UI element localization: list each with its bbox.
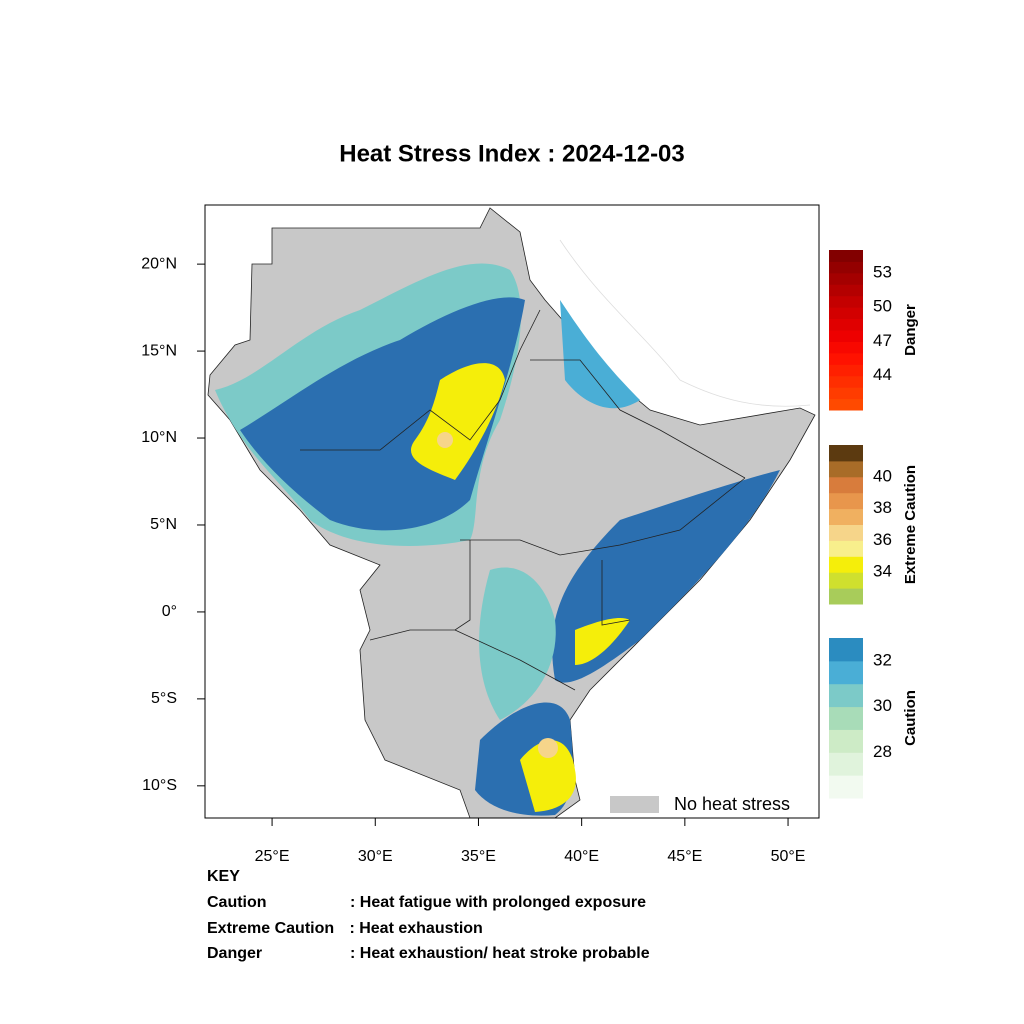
extreme-caution-area (520, 740, 576, 812)
color-band (829, 364, 863, 377)
y-tick-label: 15°N (141, 342, 177, 359)
caution-area (560, 300, 640, 409)
color-band (829, 295, 863, 308)
colorbar-tick-label: 30 (873, 696, 892, 715)
x-tick-label: 45°E (667, 848, 702, 865)
color-band (829, 261, 863, 274)
border (454, 629, 576, 691)
map-frame (204, 204, 820, 819)
border (300, 309, 541, 451)
color-band (829, 638, 863, 662)
map: No heat stress (204, 204, 820, 819)
color-band (829, 250, 863, 262)
title: Heat Stress Index : 2024-12-03 (339, 140, 685, 167)
key-label: Extreme Caution (207, 920, 334, 937)
colorbar-name: Danger (902, 304, 919, 356)
color-band (829, 398, 863, 411)
extreme-caution-area (437, 432, 453, 448)
color-band (829, 445, 863, 462)
no-stress-label: No heat stress (674, 794, 790, 814)
color-band (829, 492, 863, 510)
color-band (829, 660, 863, 685)
color-band (829, 476, 863, 494)
y-tick-label: 10°S (142, 777, 177, 794)
color-band (829, 508, 863, 525)
border (460, 477, 746, 556)
color-band (829, 387, 863, 400)
colorbar-tick-label: 44 (873, 365, 892, 384)
key-text: : Heat exhaustion/ heat stroke probable (350, 945, 650, 962)
color-band (829, 352, 863, 365)
caution-area (479, 567, 556, 720)
colorbar-tick-label: 36 (873, 530, 892, 549)
key-text: : Heat exhaustion (345, 920, 483, 937)
key-label: Caution (207, 894, 267, 911)
color-band (829, 524, 863, 541)
colorbar-tick-label: 34 (873, 562, 892, 581)
key-text: : Heat fatigue with prolonged exposure (350, 894, 646, 911)
color-band (829, 272, 863, 285)
y-tick-label: 20°N (141, 255, 177, 272)
colorbar-tick-label: 40 (873, 466, 892, 485)
color-band (829, 540, 863, 557)
color-band (829, 729, 863, 753)
border (369, 540, 471, 641)
color-band (829, 318, 863, 331)
no-stress-swatch (610, 796, 659, 813)
outside-coast (559, 239, 811, 407)
y-tick-label: 10°N (141, 429, 177, 446)
x-tick-label: 30°E (358, 848, 393, 865)
colorbar-tick-label: 32 (873, 650, 892, 669)
border (601, 560, 631, 626)
y-tick-label: 5°S (151, 690, 177, 707)
x-tick-label: 35°E (461, 848, 496, 865)
key-title: KEY (207, 868, 240, 885)
colorbar-tick-label: 47 (873, 331, 892, 350)
key: KEY Caution : Heat fatigue with prolonge… (207, 868, 650, 962)
y-tick-label: 0° (162, 603, 177, 620)
colorbar-name: Caution (902, 690, 919, 746)
extreme-caution-area (538, 738, 558, 758)
color-band (829, 683, 863, 708)
color-band (829, 284, 863, 297)
colorbar-tick-label: 50 (873, 297, 892, 316)
x-tick-label: 40°E (564, 848, 599, 865)
x-tick-label: 50°E (771, 848, 806, 865)
x-tick-label: 25°E (255, 848, 290, 865)
colorbar-tick-label: 28 (873, 742, 892, 761)
colorbar-name: Extreme Caution (902, 465, 919, 584)
colorbar-tick-label: 38 (873, 498, 892, 517)
key-label: Danger (207, 945, 262, 962)
color-band (829, 706, 863, 730)
colorbar-tick-label: 53 (873, 262, 892, 281)
color-band (829, 307, 863, 320)
border (530, 359, 746, 479)
color-band (829, 775, 863, 799)
extreme-caution-area (410, 363, 505, 480)
color-band (829, 341, 863, 354)
extreme-caution-area (575, 618, 630, 665)
y-tick-label: 5°N (150, 516, 177, 533)
color-band (829, 572, 863, 589)
color-band (829, 588, 863, 605)
color-band (829, 375, 863, 388)
color-band (829, 556, 863, 573)
color-band (829, 330, 863, 342)
color-band (829, 752, 863, 776)
color-band (829, 460, 863, 478)
